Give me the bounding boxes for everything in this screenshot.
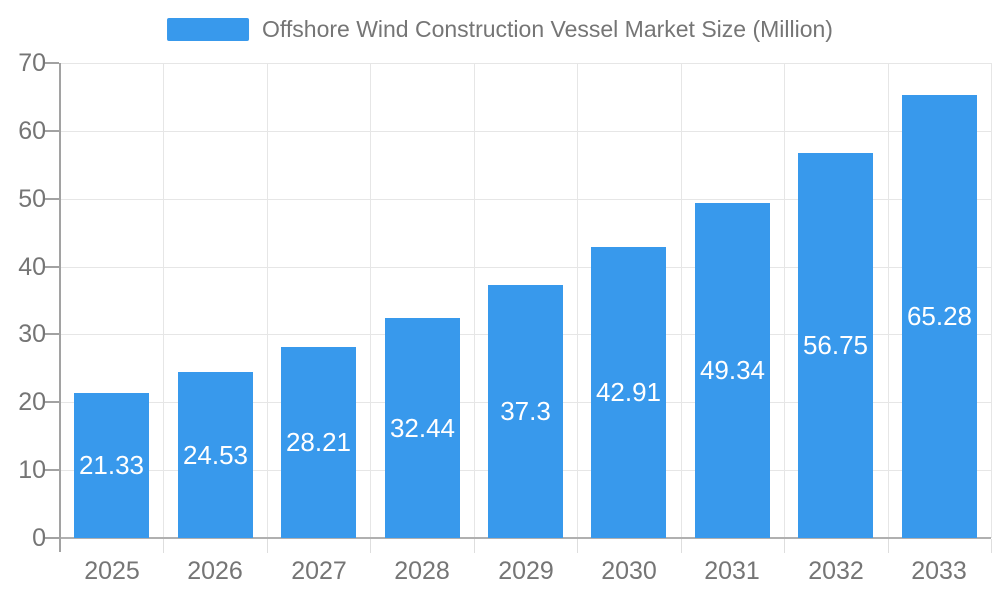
x-axis-tick [784, 539, 785, 553]
bar-value-label: 28.21 [285, 427, 352, 457]
x-gridline [784, 63, 785, 538]
bar-2030[interactable]: 42.91 [591, 247, 666, 538]
bar-2032[interactable]: 56.75 [798, 153, 873, 538]
x-axis-label: 2030 [601, 557, 657, 585]
x-axis-label: 2032 [808, 557, 864, 585]
bar-2028[interactable]: 32.44 [385, 318, 460, 538]
x-gridline [888, 63, 889, 538]
x-gridline [163, 63, 164, 538]
x-axis-label: 2033 [911, 557, 967, 585]
bar-2027[interactable]: 28.21 [281, 347, 356, 538]
y-axis-tick [45, 333, 59, 335]
y-axis-tick [45, 266, 59, 268]
bar-2031[interactable]: 49.34 [695, 203, 770, 538]
x-axis-label: 2028 [394, 557, 450, 585]
y-axis-tick [45, 198, 59, 200]
legend-item[interactable]: Offshore Wind Construction Vessel Market… [167, 16, 833, 43]
x-axis-label: 2029 [498, 557, 554, 585]
y-gridline [60, 131, 991, 132]
y-axis-line [59, 63, 61, 552]
bar-2025[interactable]: 21.33 [74, 393, 149, 538]
bar-2026[interactable]: 24.53 [178, 372, 253, 538]
y-axis-label: 0 [32, 524, 46, 552]
y-axis-tick [45, 537, 59, 539]
y-axis-tick [45, 401, 59, 403]
y-axis-tick [45, 130, 59, 132]
bar-value-label: 49.34 [699, 355, 766, 385]
y-gridline [60, 199, 991, 200]
y-axis-tick [45, 62, 59, 64]
x-axis-label: 2026 [187, 557, 243, 585]
x-gridline [474, 63, 475, 538]
y-axis-label: 40 [18, 253, 46, 281]
x-axis-tick [163, 539, 164, 553]
x-gridline [267, 63, 268, 538]
legend-label: Offshore Wind Construction Vessel Market… [262, 16, 833, 42]
bar-2033[interactable]: 65.28 [902, 95, 977, 538]
y-axis-label: 60 [18, 117, 46, 145]
y-axis-label: 50 [18, 185, 46, 213]
bar-value-label: 21.33 [78, 450, 145, 480]
x-axis-tick [991, 539, 992, 553]
x-gridline [681, 63, 682, 538]
bar-value-label: 56.75 [802, 330, 869, 360]
x-gridline [577, 63, 578, 538]
x-axis-label: 2031 [704, 557, 760, 585]
bar-value-label: 42.91 [595, 377, 662, 407]
x-axis-line [60, 537, 991, 539]
y-axis-label: 20 [18, 388, 46, 416]
y-axis-label: 30 [18, 320, 46, 348]
y-axis-tick [45, 469, 59, 471]
y-axis-label: 70 [18, 49, 46, 77]
x-axis-label: 2025 [84, 557, 140, 585]
x-axis-label: 2027 [291, 557, 347, 585]
bar-2029[interactable]: 37.3 [488, 285, 563, 538]
y-gridline [60, 267, 991, 268]
legend-swatch [167, 18, 250, 41]
bar-value-label: 65.28 [906, 301, 973, 331]
x-axis-tick [888, 539, 889, 553]
x-gridline [370, 63, 371, 538]
x-axis-tick [577, 539, 578, 553]
x-axis-tick [474, 539, 475, 553]
bar-value-label: 32.44 [389, 412, 456, 443]
x-axis-tick [681, 539, 682, 553]
x-axis-tick [370, 539, 371, 553]
x-gridline [991, 63, 992, 538]
x-axis-tick [267, 539, 268, 553]
bar-value-label: 24.53 [182, 439, 249, 470]
y-axis-label: 10 [18, 456, 46, 484]
bar-value-label: 37.3 [500, 396, 551, 426]
y-gridline [60, 63, 991, 64]
